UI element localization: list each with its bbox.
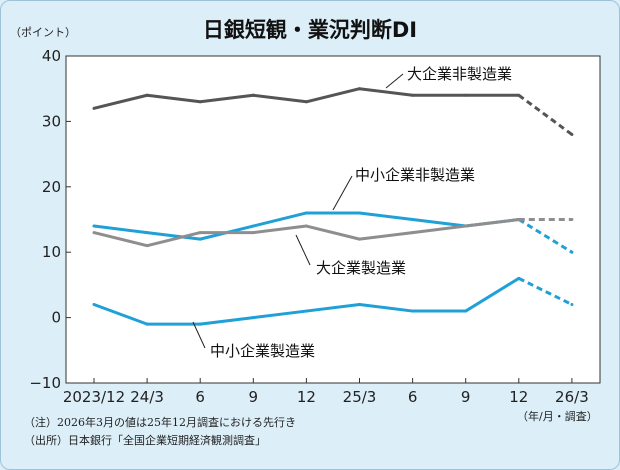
data-point bbox=[411, 231, 415, 235]
data-point bbox=[411, 218, 415, 221]
data-point bbox=[92, 106, 96, 110]
data-point bbox=[358, 237, 361, 241]
series-leader-line bbox=[385, 73, 404, 89]
y-tick-label: −10 bbox=[29, 374, 61, 392]
data-point bbox=[145, 244, 149, 248]
series-label: 大企業製造業 bbox=[316, 259, 406, 277]
y-tick-label: 20 bbox=[42, 178, 61, 196]
y-tick-label: 40 bbox=[42, 47, 61, 65]
x-tick-label: 6 bbox=[408, 388, 418, 406]
data-point bbox=[464, 224, 468, 228]
x-tick-label: 9 bbox=[249, 388, 259, 406]
data-point bbox=[464, 93, 468, 97]
footnote: （注）2026年3月の値は25年12月調査における先行き bbox=[24, 416, 296, 429]
series-label: 大企業非製造業 bbox=[407, 65, 512, 83]
data-point bbox=[198, 231, 202, 235]
data-point bbox=[358, 303, 361, 307]
data-point bbox=[92, 224, 96, 228]
x-tick-label: 24/3 bbox=[130, 388, 164, 406]
data-point bbox=[517, 93, 521, 97]
data-point bbox=[304, 309, 308, 313]
data-point bbox=[92, 231, 96, 235]
series-leader-line bbox=[192, 321, 206, 349]
data-point bbox=[358, 87, 361, 91]
x-tick-label: 25/3 bbox=[343, 388, 377, 406]
data-point bbox=[198, 237, 202, 241]
source-note: （出所）日本銀行「全国企業短期経済観測調査」 bbox=[24, 434, 266, 447]
data-point bbox=[251, 93, 255, 97]
data-point bbox=[517, 276, 521, 280]
series-label: 中小企業非製造業 bbox=[355, 166, 475, 184]
data-point bbox=[145, 93, 149, 97]
data-point bbox=[570, 303, 574, 307]
data-point bbox=[198, 322, 202, 326]
data-point bbox=[251, 231, 255, 235]
x-tick-label: 26/3 bbox=[555, 388, 589, 406]
chart-title: 日銀短観・業況判断DI bbox=[202, 18, 418, 42]
series-leader-line bbox=[332, 175, 353, 211]
data-point bbox=[251, 224, 255, 228]
series-label: 中小企業製造業 bbox=[210, 342, 315, 360]
series-leader-line bbox=[295, 234, 311, 266]
data-point bbox=[570, 132, 574, 136]
x-tick-label: 12 bbox=[509, 388, 528, 406]
data-point bbox=[92, 303, 96, 307]
data-point bbox=[411, 309, 415, 313]
data-point bbox=[358, 211, 361, 215]
series-forecast-line-1 bbox=[518, 218, 573, 254]
data-point bbox=[145, 322, 149, 326]
data-point bbox=[411, 93, 415, 97]
series-forecast-line-0 bbox=[517, 94, 573, 136]
x-tick-label: 12 bbox=[297, 388, 316, 406]
data-point bbox=[304, 224, 308, 228]
y-tick-label: 10 bbox=[42, 243, 61, 261]
data-point bbox=[304, 211, 308, 215]
data-point bbox=[517, 218, 521, 221]
y-tick-label: 30 bbox=[42, 112, 61, 130]
data-point bbox=[464, 309, 468, 313]
data-point bbox=[145, 231, 149, 235]
x-tick-label: 9 bbox=[461, 388, 471, 406]
data-point bbox=[570, 218, 574, 221]
y-tick-label: 0 bbox=[51, 309, 61, 327]
data-point bbox=[251, 316, 255, 320]
data-point bbox=[198, 100, 202, 104]
data-point bbox=[570, 250, 574, 254]
y-axis-unit: （ポイント） bbox=[10, 26, 76, 39]
x-tick-label: 2023/12 bbox=[63, 388, 125, 406]
x-tick-label: 6 bbox=[195, 388, 205, 406]
x-axis-unit: （年/月・調査） bbox=[517, 410, 598, 423]
data-point bbox=[304, 100, 308, 104]
